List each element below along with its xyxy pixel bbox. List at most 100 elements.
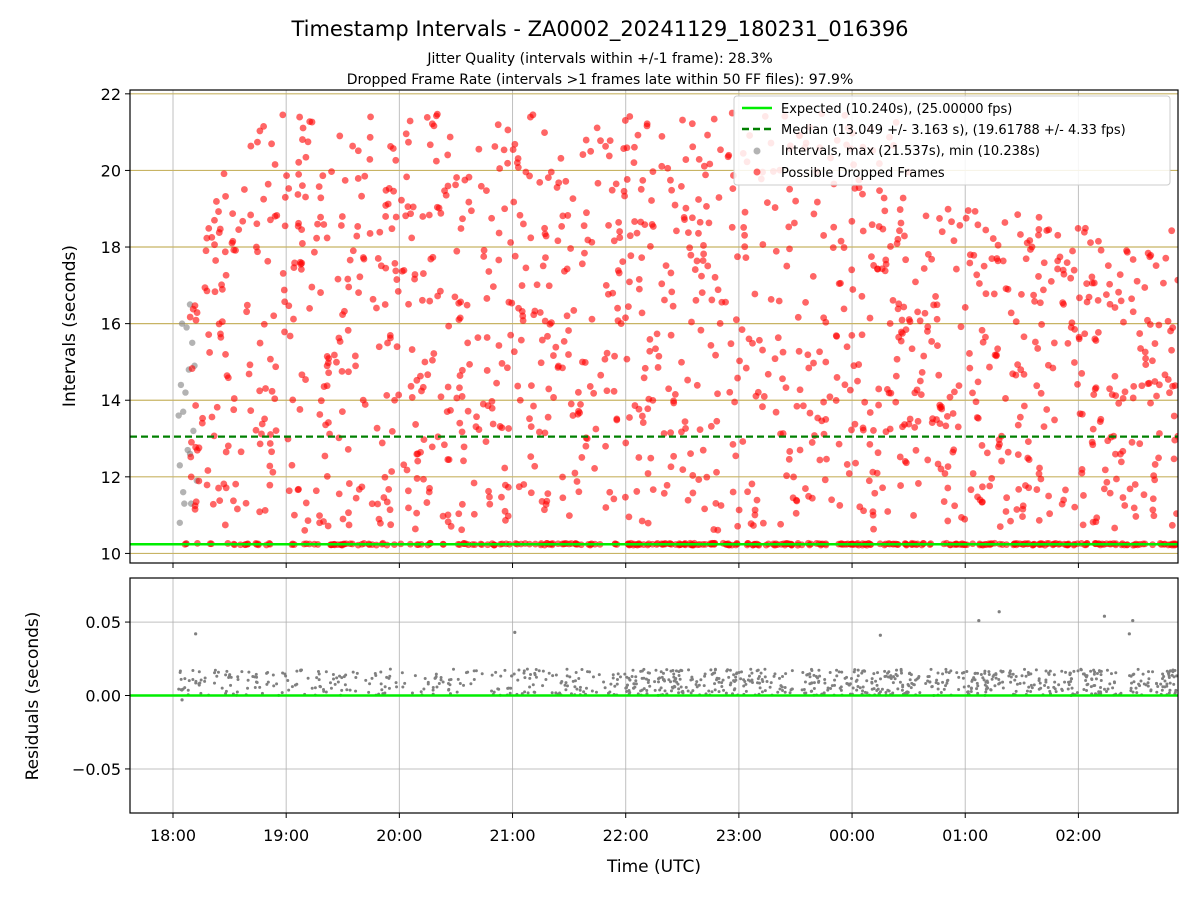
- residual-point: [558, 691, 562, 695]
- dropped-frame-point: [704, 131, 711, 139]
- dropped-frame-point: [444, 456, 452, 463]
- residual-point: [458, 681, 462, 685]
- residual-point: [1147, 677, 1151, 681]
- dropped-frame-point: [813, 198, 821, 206]
- residual-point: [1112, 681, 1116, 685]
- residual-point: [985, 679, 989, 683]
- residual-point: [874, 679, 878, 683]
- dropped-frame-point: [1147, 399, 1154, 407]
- dropped-frame-point: [810, 210, 818, 218]
- dropped-frame-point: [570, 307, 578, 314]
- dropped-frame-point: [245, 370, 253, 378]
- dropped-frame-point: [734, 522, 742, 530]
- dropped-frame-point: [986, 363, 993, 371]
- dropped-frame-point: [866, 314, 874, 322]
- residual-point: [560, 680, 564, 684]
- dropped-frame-point: [941, 470, 949, 477]
- dropped-frame-point: [610, 387, 618, 395]
- dropped-frame-point: [395, 391, 403, 399]
- dropped-frame-point: [935, 371, 943, 379]
- dropped-frame-point: [186, 313, 194, 321]
- dropped-frame-point: [193, 309, 201, 316]
- dropped-frame-point: [535, 428, 543, 436]
- dropped-frame-point: [840, 244, 848, 251]
- dropped-frame-point: [191, 505, 199, 513]
- dropped-frame-point: [376, 228, 384, 236]
- dropped-frame-point: [783, 262, 791, 270]
- interval-point: [177, 381, 185, 389]
- dropped-frame-point: [445, 322, 453, 330]
- dropped-frame-point: [1147, 251, 1155, 259]
- dropped-frame-point: [503, 364, 511, 372]
- residual-point: [1026, 671, 1030, 675]
- residual-point: [880, 687, 884, 691]
- dropped-frame-point: [406, 117, 414, 125]
- dropped-frame-point: [260, 320, 268, 328]
- dropped-frame-point: [345, 521, 353, 529]
- dropped-frame-point: [635, 276, 643, 283]
- residual-point: [1165, 684, 1169, 688]
- dropped-frame-point: [1016, 413, 1024, 421]
- dropped-frame-point: [621, 117, 629, 124]
- dropped-frame-point: [693, 381, 701, 389]
- dropped-frame-point: [443, 408, 451, 416]
- dropped-frame-point: [833, 374, 841, 381]
- dropped-frame-point: [873, 469, 881, 477]
- dropped-frame-point: [1017, 231, 1024, 238]
- dropped-frame-point: [1115, 399, 1123, 407]
- dropped-frame-point: [688, 120, 696, 128]
- dropped-frame-point: [394, 288, 402, 295]
- dropped-frame-point: [1043, 406, 1051, 413]
- dropped-frame-point: [700, 162, 708, 170]
- dropped-frame-point: [578, 454, 586, 461]
- dropped-frame-point: [345, 509, 352, 517]
- dropped-frame-point: [536, 309, 544, 316]
- dropped-frame-point: [859, 190, 866, 198]
- residual-point: [969, 686, 973, 690]
- residual-point: [379, 682, 383, 686]
- dropped-frame-point: [247, 142, 255, 150]
- dropped-frame-point: [1087, 239, 1094, 247]
- x-tick-label-22:00: 22:00: [603, 826, 649, 845]
- intervals-y-tick-label-14: 14: [101, 391, 121, 410]
- dropped-frame-point: [198, 419, 206, 427]
- dropped-frame-point: [695, 155, 703, 163]
- dropped-frame-point: [294, 486, 302, 494]
- residual-point: [315, 676, 319, 680]
- residual-point: [833, 683, 837, 687]
- dropped-frame-point: [574, 410, 582, 418]
- residual-point: [544, 678, 548, 682]
- dropped-frame-point: [661, 296, 668, 304]
- dropped-frame-point: [1076, 410, 1084, 418]
- dropped-frame-point: [848, 426, 855, 434]
- residual-point: [1114, 671, 1118, 675]
- residual-point: [665, 668, 669, 672]
- residual-point: [1094, 677, 1098, 681]
- dropped-frame-point: [728, 223, 736, 231]
- dropped-frame-point: [268, 140, 275, 148]
- dropped-frame-point: [866, 409, 874, 416]
- dropped-frame-point: [667, 331, 675, 339]
- residual-point: [534, 668, 538, 672]
- dropped-frame-point: [707, 422, 715, 430]
- dropped-frame-point: [522, 168, 530, 176]
- dropped-frame-point: [1103, 478, 1111, 486]
- residual-point: [370, 676, 374, 680]
- dropped-frame-point: [228, 239, 236, 247]
- dropped-frame-point: [714, 526, 722, 534]
- dropped-frame-point: [1035, 470, 1043, 478]
- residual-point: [895, 668, 899, 672]
- dropped-frame-point: [1106, 300, 1114, 308]
- residual-point: [216, 670, 220, 674]
- dropped-frame-point: [1133, 277, 1141, 285]
- residual-point: [228, 673, 232, 677]
- dropped-frame-point: [337, 222, 345, 229]
- residual-point: [331, 673, 335, 677]
- dropped-frame-point: [785, 455, 793, 463]
- dropped-frame-point: [289, 396, 297, 404]
- dropped-frame-point: [964, 207, 972, 214]
- dropped-frame-point: [465, 198, 473, 206]
- dropped-frame-point: [745, 335, 753, 343]
- dropped-frame-point: [247, 407, 255, 415]
- residual-point: [659, 686, 663, 690]
